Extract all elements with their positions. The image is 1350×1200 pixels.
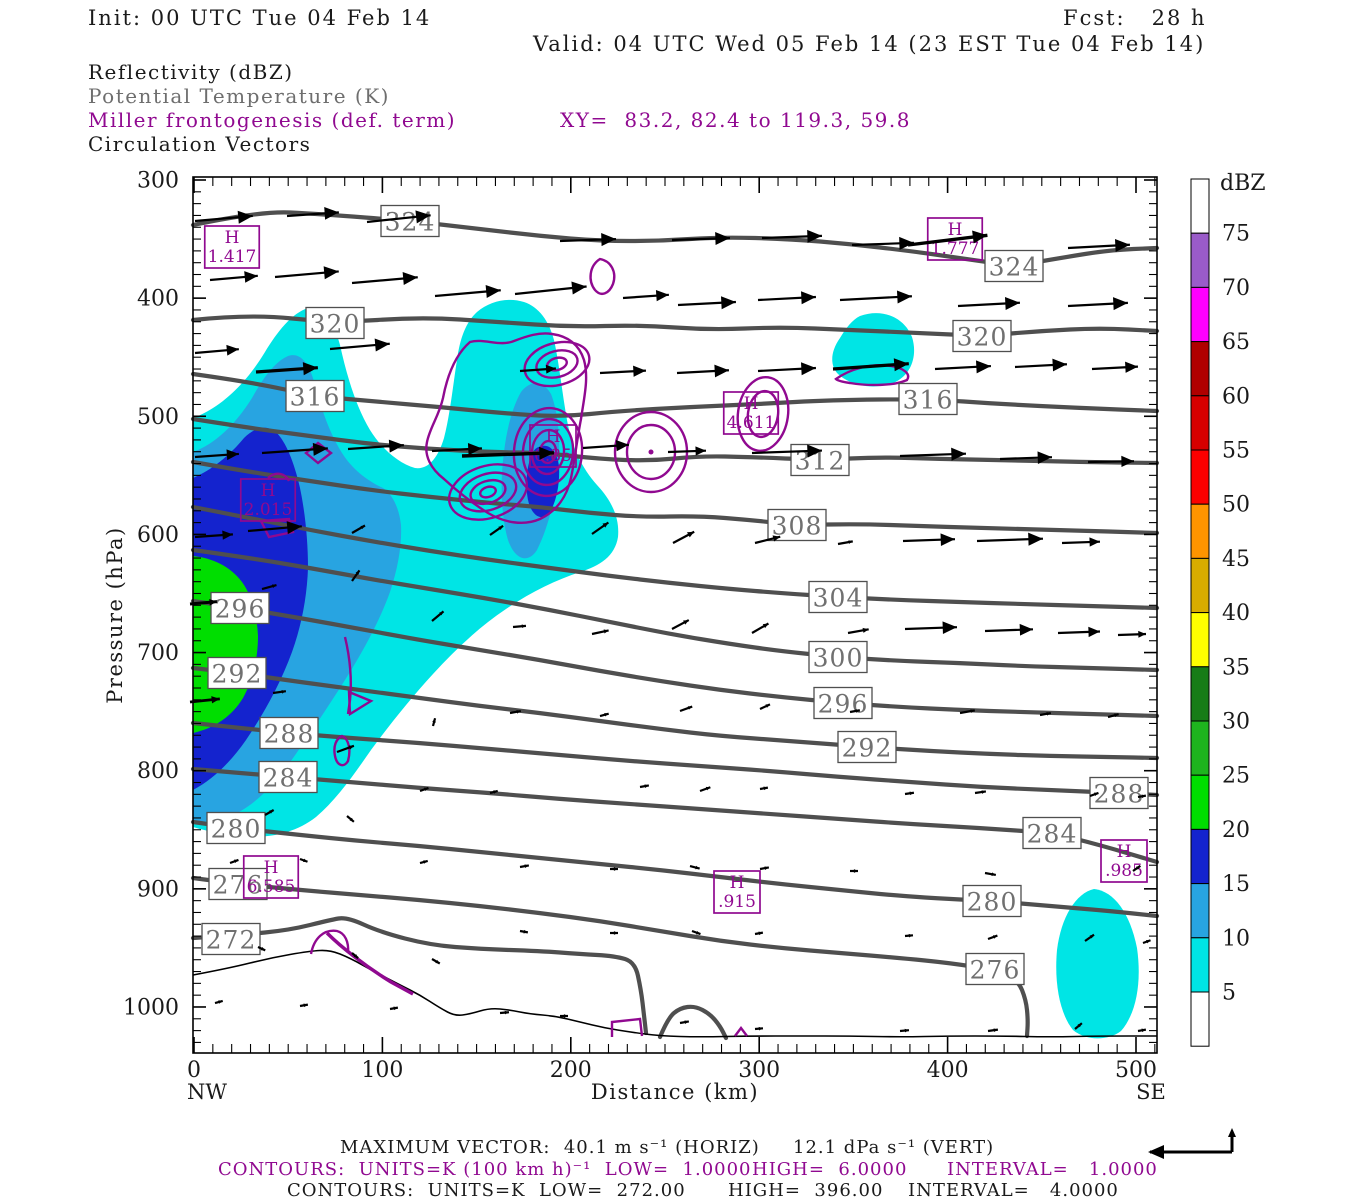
svg-text:280: 280 bbox=[967, 888, 1018, 917]
svg-text:H: H bbox=[744, 394, 759, 414]
theta-contour-info-low: CONTOURS: UNITS=K LOW= 272.00 bbox=[287, 1180, 686, 1200]
svg-text:272: 272 bbox=[206, 926, 257, 955]
svg-text:SE: SE bbox=[1136, 1080, 1166, 1104]
svg-text:284: 284 bbox=[263, 764, 314, 793]
svg-text:100: 100 bbox=[361, 1058, 403, 1083]
svg-text:800: 800 bbox=[137, 759, 179, 784]
svg-text:1.777: 1.777 bbox=[931, 239, 980, 259]
svg-text:Distance (km): Distance (km) bbox=[591, 1080, 759, 1104]
svg-text:292: 292 bbox=[842, 734, 893, 763]
svg-text:Pressure (hPa): Pressure (hPa) bbox=[103, 526, 127, 703]
legend-potential-temperature: Potential Temperature (K) bbox=[88, 84, 390, 108]
svg-text:4.611: 4.611 bbox=[727, 413, 776, 433]
svg-text:300: 300 bbox=[813, 644, 864, 673]
svg-text:H: H bbox=[1117, 842, 1132, 862]
svg-text:600: 600 bbox=[137, 523, 179, 548]
svg-text:H: H bbox=[261, 481, 276, 501]
svg-text:900: 900 bbox=[137, 877, 179, 902]
legend-frontogenesis: Miller frontogenesis (def. term) bbox=[88, 108, 457, 132]
legend-reflectivity: Reflectivity (dBZ) bbox=[88, 60, 294, 84]
max-vector-vert-label: 12.1 dPa s⁻¹ (VERT) bbox=[793, 1137, 995, 1158]
svg-text:NW: NW bbox=[187, 1080, 227, 1104]
svg-text:.915: .915 bbox=[718, 892, 756, 912]
svg-text:1.417: 1.417 bbox=[208, 247, 257, 267]
svg-text:300: 300 bbox=[137, 169, 179, 194]
front-contour-info-low: CONTOURS: UNITS=K (100 km h)⁻¹ LOW= 1.00… bbox=[218, 1159, 752, 1180]
svg-text:280: 280 bbox=[211, 815, 262, 844]
svg-text:65: 65 bbox=[1222, 330, 1250, 355]
svg-text:H: H bbox=[948, 220, 963, 240]
svg-text:25: 25 bbox=[1222, 764, 1250, 789]
svg-text:2.015: 2.015 bbox=[244, 500, 293, 520]
theta-contour-info-high: HIGH= 396.00 bbox=[728, 1180, 884, 1200]
svg-text:75: 75 bbox=[1222, 222, 1250, 247]
svg-text:316: 316 bbox=[290, 383, 341, 412]
axes-layer: 0 100 200 300 400 500 300 400 500 600 700 800 900 100… bbox=[103, 169, 1166, 1105]
front-contour-info-high: HIGH= 6.0000 bbox=[752, 1159, 908, 1180]
svg-text:296: 296 bbox=[215, 595, 266, 624]
svg-text:316: 316 bbox=[903, 386, 954, 415]
svg-text:400: 400 bbox=[927, 1058, 969, 1083]
svg-text:5: 5 bbox=[1222, 981, 1236, 1006]
svg-text:324: 324 bbox=[385, 208, 436, 237]
svg-text:45: 45 bbox=[1222, 547, 1250, 572]
svg-text:60: 60 bbox=[1222, 384, 1250, 409]
svg-text:324: 324 bbox=[989, 253, 1040, 282]
svg-text:500: 500 bbox=[1115, 1058, 1157, 1083]
svg-text:288: 288 bbox=[1094, 780, 1145, 809]
svg-text:296: 296 bbox=[818, 690, 869, 719]
valid-time-label: Valid: 04 UTC Wed 05 Feb 14 (23 EST Tue … bbox=[533, 32, 1206, 56]
terrain-line bbox=[192, 949, 1157, 1038]
svg-text:H: H bbox=[225, 228, 240, 248]
svg-text:1000: 1000 bbox=[123, 995, 179, 1020]
svg-text:276: 276 bbox=[213, 871, 264, 900]
svg-text:50: 50 bbox=[1222, 493, 1250, 518]
svg-text:H: H bbox=[730, 873, 745, 893]
svg-text:0: 0 bbox=[187, 1058, 201, 1083]
max-vector-horiz-label: MAXIMUM VECTOR: 40.1 m s⁻¹ (HORIZ) bbox=[340, 1137, 760, 1158]
svg-text:320: 320 bbox=[957, 323, 1008, 352]
theta-contour-info-interval: INTERVAL= 4.0000 bbox=[908, 1180, 1119, 1200]
svg-text:292: 292 bbox=[212, 660, 263, 689]
svg-text:40: 40 bbox=[1222, 601, 1250, 626]
svg-text:400: 400 bbox=[137, 287, 179, 312]
svg-text:200: 200 bbox=[550, 1058, 592, 1083]
svg-text:320: 320 bbox=[310, 310, 361, 339]
svg-text:.985: .985 bbox=[1105, 861, 1143, 881]
svg-text:dBZ: dBZ bbox=[1220, 171, 1266, 196]
svg-text:55: 55 bbox=[1222, 439, 1250, 464]
svg-text:H: H bbox=[264, 858, 279, 878]
cross-section-xy-label: XY= 83.2, 82.4 to 119.3, 59.8 bbox=[560, 108, 911, 132]
svg-text:700: 700 bbox=[137, 641, 179, 666]
svg-text:20: 20 bbox=[1222, 818, 1250, 843]
svg-text:10: 10 bbox=[1222, 926, 1250, 951]
svg-text:284: 284 bbox=[1027, 820, 1078, 849]
svg-text:304: 304 bbox=[813, 584, 864, 613]
vector-arrow-layer bbox=[189, 207, 1151, 1033]
svg-text:15: 15 bbox=[1222, 872, 1250, 897]
svg-text:300: 300 bbox=[738, 1058, 780, 1083]
front-contour-info-interval: INTERVAL= 1.0000 bbox=[947, 1159, 1158, 1180]
init-time-label: Init: 00 UTC Tue 04 Feb 14 bbox=[88, 6, 432, 30]
svg-text:6.585: 6.585 bbox=[247, 877, 296, 897]
svg-text:500: 500 bbox=[137, 405, 179, 430]
svg-text:70: 70 bbox=[1222, 276, 1250, 301]
colorbar: 75 70 65 60 55 50 45 40 35 30 25 20 15 10 5 dBZ bbox=[1190, 171, 1266, 1047]
legend-circulation-vectors: Circulation Vectors bbox=[88, 132, 312, 156]
svg-text:276: 276 bbox=[970, 956, 1021, 985]
svg-text:H: H bbox=[546, 427, 561, 447]
reference-vector bbox=[1148, 1128, 1236, 1159]
svg-text:35: 35 bbox=[1222, 655, 1250, 680]
svg-text:288: 288 bbox=[264, 720, 315, 749]
svg-text:30: 30 bbox=[1222, 710, 1250, 735]
forecast-hour-label: Fcst: 28 h bbox=[1063, 6, 1207, 30]
